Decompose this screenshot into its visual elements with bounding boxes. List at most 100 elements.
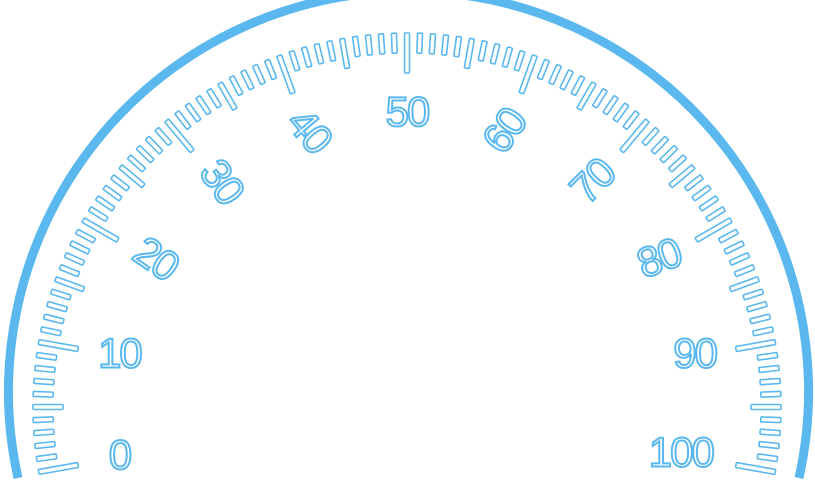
tick — [684, 174, 704, 192]
tick — [46, 300, 68, 313]
tick — [759, 428, 781, 437]
tick — [619, 118, 650, 154]
tick — [742, 288, 765, 301]
tick — [34, 364, 56, 374]
tick — [34, 440, 56, 450]
scale-label: 80 — [631, 228, 688, 287]
tick — [164, 118, 195, 154]
tick — [728, 252, 751, 266]
tick — [174, 110, 192, 130]
scale-label: 50 — [386, 88, 429, 135]
tick — [42, 313, 65, 325]
tick — [513, 49, 526, 72]
tick — [463, 37, 476, 70]
tick — [705, 206, 726, 222]
tick — [49, 288, 72, 301]
tick — [759, 377, 781, 386]
tick — [592, 88, 608, 109]
tick — [734, 338, 777, 353]
tick — [691, 184, 712, 202]
tick — [758, 364, 780, 374]
tick — [440, 34, 450, 56]
tick — [351, 35, 361, 58]
tick — [659, 145, 679, 164]
tick — [81, 217, 120, 243]
tick — [37, 461, 80, 476]
tick — [313, 42, 325, 65]
tick — [548, 63, 562, 86]
scale-label: 100 — [649, 428, 714, 475]
tick — [668, 154, 687, 173]
tick — [35, 453, 58, 463]
tick — [35, 351, 58, 361]
tick — [40, 326, 62, 337]
scale-label: 40 — [278, 99, 342, 162]
tick — [338, 37, 351, 70]
tick — [746, 300, 768, 313]
tick — [752, 326, 774, 337]
tick — [154, 127, 173, 146]
tick — [135, 145, 155, 164]
tick — [95, 195, 116, 212]
tick — [403, 32, 411, 74]
tick — [759, 416, 782, 424]
tick — [32, 416, 55, 424]
tick — [58, 264, 81, 278]
tick — [756, 453, 779, 463]
tick — [252, 63, 266, 86]
tick — [276, 54, 296, 95]
tick — [698, 195, 719, 212]
tick — [576, 81, 597, 111]
tick — [110, 174, 130, 192]
tick — [416, 32, 424, 55]
tick — [75, 228, 97, 244]
tick — [184, 102, 202, 123]
tick — [477, 40, 488, 62]
tick — [641, 127, 660, 146]
tick — [37, 338, 80, 353]
tick — [733, 264, 756, 278]
tick — [750, 403, 782, 411]
tick — [749, 313, 772, 325]
tick — [217, 81, 238, 111]
tick — [127, 154, 146, 173]
tick — [489, 42, 501, 65]
tick — [728, 276, 760, 293]
tick — [570, 75, 586, 97]
tick — [622, 110, 640, 130]
scale-label: 60 — [473, 99, 536, 161]
tick — [32, 403, 64, 411]
tick — [559, 69, 574, 91]
tick — [536, 58, 550, 81]
tick — [118, 164, 146, 189]
tick — [612, 102, 630, 123]
tick — [518, 54, 538, 95]
tick — [428, 33, 437, 55]
tick — [758, 440, 780, 450]
tick — [453, 35, 463, 58]
scale-label: 20 — [125, 227, 187, 290]
tick — [206, 88, 222, 109]
tick — [195, 95, 212, 116]
tick — [228, 75, 244, 97]
gauge-rim — [4, 0, 813, 479]
tick — [668, 164, 696, 189]
tick — [300, 46, 313, 68]
tick — [759, 390, 782, 398]
scale-label: 0 — [109, 431, 131, 478]
scale-label: 10 — [98, 329, 141, 376]
tick — [54, 276, 86, 293]
scale-label: 70 — [561, 149, 625, 213]
tick — [288, 49, 301, 72]
scale-label: 30 — [191, 150, 254, 212]
tick — [33, 428, 55, 437]
tick — [88, 206, 109, 222]
tick — [102, 184, 123, 202]
tick — [63, 252, 86, 266]
tick — [240, 69, 255, 91]
tick — [694, 217, 733, 243]
tick — [390, 32, 398, 55]
tick — [650, 135, 669, 155]
tick — [717, 228, 739, 244]
